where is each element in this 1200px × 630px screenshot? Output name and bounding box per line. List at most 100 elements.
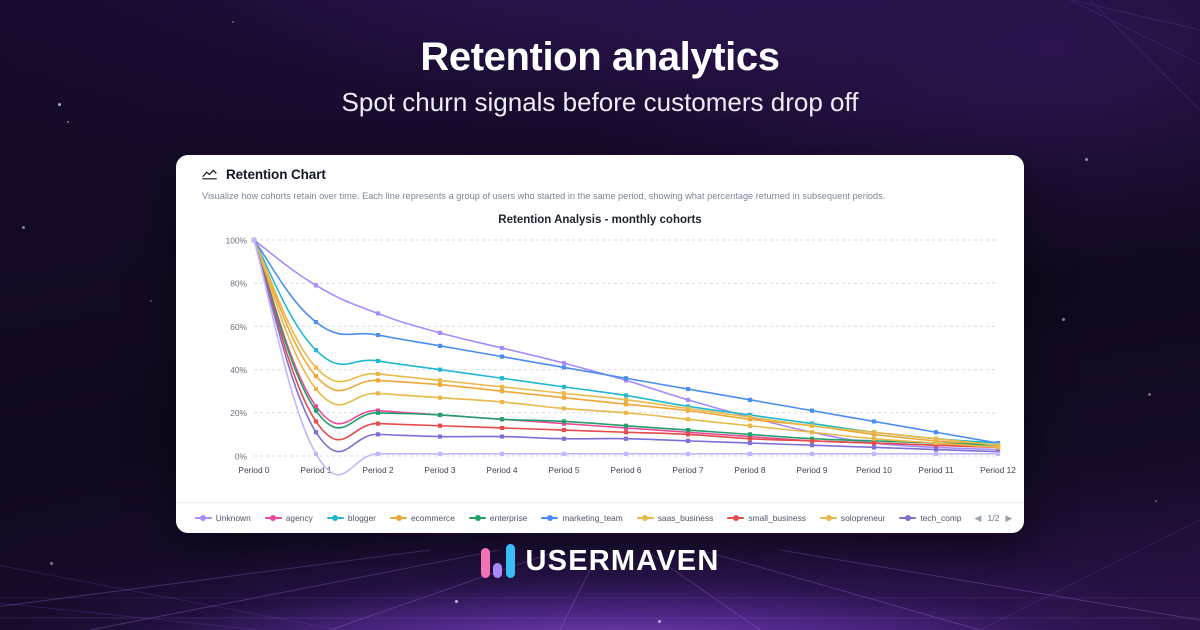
chart-data-point[interactable] [623,437,629,442]
chart-plot-area[interactable]: 0% 20% 40% 60% 80% 100% Period 0 Period 1 Period… [176,228,1024,502]
chart-data-point[interactable] [561,396,567,401]
chart-data-point[interactable] [871,452,877,457]
chart-data-point[interactable] [809,424,815,429]
chart-data-point[interactable] [747,452,753,457]
chart-data-point[interactable] [685,428,691,433]
chart-data-point[interactable] [499,400,505,405]
legend-item-Unknown[interactable]: Unknown [194,513,251,523]
chart-data-point[interactable] [375,333,381,338]
chart-data-point[interactable] [561,391,567,396]
chart-series-solopreneur[interactable] [251,238,1001,450]
chart-data-point[interactable] [437,344,443,349]
chart-data-point[interactable] [313,374,319,379]
chart-data-point[interactable] [375,359,381,364]
chart-data-point[interactable] [995,452,1001,457]
chart-data-point[interactable] [685,417,691,422]
chart-data-point[interactable] [375,311,381,316]
legend-item-saas_business[interactable]: saas_business [636,513,714,523]
chart-data-point[interactable] [623,452,629,457]
chart-data-point[interactable] [871,419,877,424]
chart-data-point[interactable] [871,445,877,450]
legend-item-agency[interactable]: agency [264,513,313,523]
chart-data-point[interactable] [437,378,443,383]
chart-data-point[interactable] [499,389,505,394]
chart-data-point[interactable] [499,434,505,440]
chart-data-point[interactable] [313,283,319,288]
chart-data-point[interactable] [375,372,381,377]
chart-data-point[interactable] [499,346,505,351]
chart-data-point[interactable] [375,421,381,427]
chart-data-point[interactable] [871,430,877,435]
chart-data-point[interactable] [871,441,877,446]
chart-data-point[interactable] [437,331,443,336]
chart-data-point[interactable] [623,411,629,416]
chart-data-point[interactable] [995,445,1001,450]
chart-data-point[interactable] [623,424,629,429]
chart-data-point[interactable] [685,452,691,457]
chart-data-point[interactable] [623,393,629,399]
chart-legend[interactable]: Unknown agency blogger ecommerce enterprise m… [176,502,1024,533]
chart-data-point[interactable] [561,419,567,424]
chart-data-point[interactable] [747,437,753,442]
chart-data-point[interactable] [809,452,815,457]
chart-data-point[interactable] [685,406,691,412]
chart-data-point[interactable] [375,391,381,396]
chart-data-point[interactable] [561,452,567,457]
chart-data-point[interactable] [685,439,691,444]
chart-data-point[interactable] [809,430,815,435]
chart-data-point[interactable] [375,411,381,416]
chart-series-small_business[interactable] [251,238,1001,450]
chart-data-point[interactable] [933,452,939,457]
legend-item-tech_comp[interactable]: tech_comp [899,513,962,523]
chart-data-point[interactable] [499,376,505,381]
legend-item-small_business[interactable]: small_business [727,513,806,523]
chart-data-point[interactable] [933,441,939,446]
chart-data-point[interactable] [685,398,691,403]
chart-data-point[interactable] [933,430,939,435]
legend-item-blogger[interactable]: blogger [326,513,376,523]
chart-data-point[interactable] [499,385,505,390]
chart-data-point[interactable] [499,354,505,360]
chart-data-point[interactable] [809,408,815,414]
chart-data-point[interactable] [313,408,319,414]
chart-data-point[interactable] [685,432,691,437]
chart-data-point[interactable] [313,404,319,409]
legend-item-ecommerce[interactable]: ecommerce [389,513,455,523]
chart-series-enterprise[interactable] [251,238,1001,448]
legend-pagination[interactable]: ◀ 1/2 ▶ [975,513,1013,523]
chart-data-point[interactable] [747,441,753,446]
chart-data-point[interactable] [375,432,381,437]
chart-series-agency[interactable] [251,238,1001,450]
chart-data-point[interactable] [499,426,505,431]
chart-data-point[interactable] [623,430,629,435]
legend-item-solopreneur[interactable]: solopreneur [819,513,885,523]
chart-data-point[interactable] [809,443,815,448]
legend-item-enterprise[interactable]: enterprise [468,513,527,523]
chart-data-point[interactable] [933,437,939,442]
chart-data-point[interactable] [747,432,753,437]
chart-data-point[interactable] [747,415,753,420]
chart-data-point[interactable] [561,385,567,390]
chart-series-Unknown[interactable] [251,238,1001,453]
legend-prev-icon[interactable]: ◀ [974,512,982,523]
chart-data-point[interactable] [375,452,381,457]
chart-data-point[interactable] [313,419,319,424]
chart-data-point[interactable] [251,238,257,243]
chart-data-point[interactable] [437,424,443,429]
chart-data-point[interactable] [561,361,567,366]
chart-data-point[interactable] [437,413,443,418]
chart-data-point[interactable] [747,398,753,403]
chart-data-point[interactable] [437,383,443,388]
chart-data-point[interactable] [809,439,815,444]
chart-series-tech_comp[interactable] [251,238,1001,455]
chart-data-point[interactable] [437,452,443,457]
chart-data-point[interactable] [561,437,567,442]
chart-data-point[interactable] [313,320,319,325]
chart-data-point[interactable] [561,365,567,370]
chart-series-extra_low[interactable] [251,238,1001,476]
chart-data-point[interactable] [623,376,629,381]
chart-data-point[interactable] [871,437,877,442]
chart-data-point[interactable] [313,365,319,370]
chart-data-point[interactable] [499,417,505,422]
chart-data-point[interactable] [437,434,443,440]
